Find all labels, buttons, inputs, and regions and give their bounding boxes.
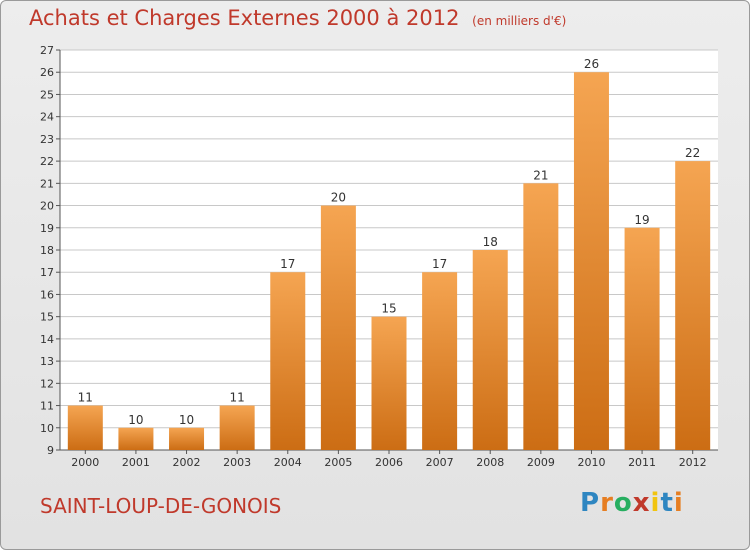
bar-value-label: 21 xyxy=(533,168,548,182)
chart-title: Achats et Charges Externes 2000 à 2012 (… xyxy=(29,6,566,30)
bar xyxy=(371,316,407,450)
bar xyxy=(219,405,255,450)
x-tick-label: 2010 xyxy=(577,456,605,469)
y-tick-label: 9 xyxy=(47,444,54,457)
y-tick-label: 19 xyxy=(40,222,54,235)
y-tick-label: 20 xyxy=(40,200,54,213)
x-tick-label: 2007 xyxy=(426,456,454,469)
y-tick-label: 16 xyxy=(40,288,54,301)
x-tick-label: 2002 xyxy=(173,456,201,469)
bar xyxy=(422,272,458,450)
bar xyxy=(675,161,711,450)
y-tick-label: 27 xyxy=(40,44,54,57)
y-tick-label: 12 xyxy=(40,377,54,390)
bar xyxy=(118,427,154,450)
x-tick-label: 2005 xyxy=(324,456,352,469)
bar-value-label: 11 xyxy=(78,391,93,405)
y-tick-label: 21 xyxy=(40,177,54,190)
bar-value-label: 17 xyxy=(432,257,447,271)
bar-value-label: 22 xyxy=(685,146,700,160)
bar-value-label: 19 xyxy=(634,213,649,227)
y-tick-label: 17 xyxy=(40,266,54,279)
x-tick-label: 2011 xyxy=(628,456,656,469)
x-tick-label: 2000 xyxy=(71,456,99,469)
chart-unit: (en milliers d'€) xyxy=(472,14,567,28)
bar-value-label: 17 xyxy=(280,257,295,271)
bar-value-label: 26 xyxy=(584,57,599,71)
place-name: SAINT-LOUP-DE-GONOIS xyxy=(40,494,282,518)
y-tick-label: 10 xyxy=(40,422,54,435)
chart-title-text: Achats et Charges Externes 2000 à 2012 xyxy=(29,6,460,30)
y-tick-label: 23 xyxy=(40,133,54,146)
y-tick-label: 24 xyxy=(40,111,54,124)
y-tick-label: 13 xyxy=(40,355,54,368)
x-tick-label: 2001 xyxy=(122,456,150,469)
bar-value-label: 15 xyxy=(381,302,396,316)
x-tick-label: 2003 xyxy=(223,456,251,469)
bar-value-label: 10 xyxy=(179,413,194,427)
bar xyxy=(320,205,356,450)
bar-value-label: 10 xyxy=(128,413,143,427)
y-tick-label: 25 xyxy=(40,88,54,101)
bar-value-label: 20 xyxy=(331,191,346,205)
x-tick-label: 2009 xyxy=(527,456,555,469)
y-tick-label: 15 xyxy=(40,311,54,324)
x-tick-label: 2012 xyxy=(679,456,707,469)
brand-logo: Proxiti xyxy=(580,488,684,518)
bar xyxy=(472,250,508,450)
y-tick-label: 14 xyxy=(40,333,54,346)
bar xyxy=(624,227,660,450)
x-tick-label: 2008 xyxy=(476,456,504,469)
bar xyxy=(67,405,103,450)
bar xyxy=(169,427,205,450)
x-tick-label: 2004 xyxy=(274,456,302,469)
y-tick-label: 11 xyxy=(40,400,54,413)
bar-value-label: 11 xyxy=(230,391,245,405)
y-tick-label: 22 xyxy=(40,155,54,168)
x-tick-label: 2006 xyxy=(375,456,403,469)
bar xyxy=(523,183,559,451)
bar xyxy=(270,272,306,450)
y-tick-label: 26 xyxy=(40,66,54,79)
bar-value-label: 18 xyxy=(483,235,498,249)
y-tick-label: 18 xyxy=(40,244,54,257)
bar xyxy=(573,72,609,450)
